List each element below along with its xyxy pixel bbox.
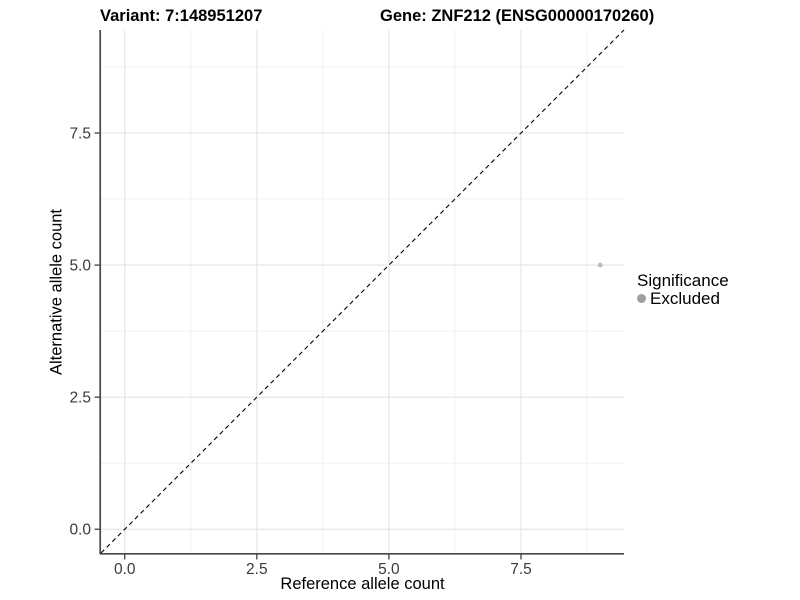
y-tick-label: 5.0	[69, 258, 91, 275]
x-axis-title: Reference allele count	[280, 575, 445, 593]
identity-line	[100, 29, 625, 554]
plot-title-variant: Variant: 7:148951207	[100, 7, 263, 25]
x-tick-label: 5.0	[378, 561, 400, 578]
data-point	[597, 262, 603, 268]
legend-item-excluded: Excluded	[637, 290, 729, 307]
x-tick-label: 7.5	[510, 561, 532, 578]
y-tick-label: 2.5	[69, 390, 91, 407]
legend: Significance Excluded	[637, 271, 729, 307]
plot-title-gene: Gene: ZNF212 (ENSG00000170260)	[380, 7, 655, 25]
legend-item-label: Excluded	[650, 289, 720, 308]
y-axis-title: Alternative allele count	[47, 208, 66, 376]
x-tick-label: 2.5	[246, 561, 268, 578]
legend-point-icon	[637, 294, 646, 303]
x-tick-label: 0.0	[114, 561, 136, 578]
y-tick-label: 7.5	[69, 126, 91, 143]
y-tick-label: 0.0	[69, 522, 91, 539]
legend-title: Significance	[637, 271, 729, 290]
